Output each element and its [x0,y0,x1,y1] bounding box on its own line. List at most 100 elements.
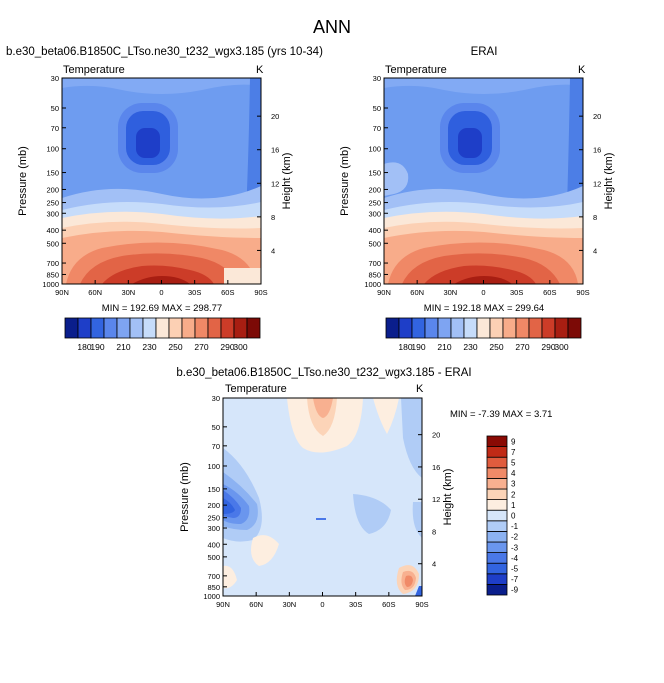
colorbar-swatch [207,317,222,339]
colorbar-swatch [541,317,556,339]
colorbar-swatch [194,317,209,339]
panel-model-x-ticks: 90N 60N 30N 0 30S 60S 90S [55,280,268,297]
colorbar-label: 180 [398,342,412,352]
panel-obs-units: K [578,64,586,76]
x-tick-label: 90N [55,288,69,297]
p-tick-label: 1000 [203,592,220,601]
panel-obs-title: ERAI [471,46,498,58]
h-tick-label: 8 [271,213,275,222]
p-tick-label: 850 [207,583,220,592]
panel-model: b.e30_beta06.B1850C_LTso.ne30_t232_wgx3.… [6,46,323,352]
colorbar-swatch [486,499,508,511]
colorbar-swatch [463,317,478,339]
colorbar-swatch [450,317,465,339]
colorbar-label: -5 [511,565,519,574]
p-tick-label: 200 [207,501,220,510]
colorbar-swatch [486,531,508,543]
p-tick-label: 500 [207,553,220,562]
x-tick-label: 0 [481,288,485,297]
x-tick-label: 0 [159,288,163,297]
colorbar-label: 4 [511,469,516,478]
colorbar-swatch [486,562,508,575]
colorbar-swatch [233,317,248,339]
colorbar-swatch [424,317,439,339]
panel-obs: ERAI Temperature K Pressure (mb) Height … [339,46,615,352]
h-tick-label: 16 [593,146,601,155]
panel-obs-field [383,77,584,285]
h-tick-label: 8 [593,213,597,222]
colorbar-label: 290 [541,342,555,352]
p-tick-label: 100 [207,462,220,471]
p-tick-label: 850 [368,270,381,279]
colorbar-swatch [486,488,508,501]
p-tick-label: 250 [46,199,59,208]
colorbar-label: -3 [511,543,519,552]
x-tick-label: 90N [216,600,230,609]
colorbar-label: -4 [511,554,519,563]
figure-title: ANN [313,17,351,37]
colorbar-swatch [528,317,543,339]
p-tick-label: 100 [46,145,59,154]
colorbar-label: -9 [511,586,519,595]
colorbar-label: 230 [142,342,156,352]
p-tick-label: 700 [46,259,59,268]
colorbar-label: 7 [511,448,516,457]
colorbar-label: 5 [511,459,516,468]
p-tick-label: 30 [51,74,59,83]
colorbar-swatch [515,317,530,339]
p-tick-label: 70 [212,442,220,451]
x-tick-label: 30S [188,288,201,297]
panel-obs-ylabel: Pressure (mb) [339,146,351,216]
colorbar-swatch [90,317,105,339]
panel-diff-stats: MIN = -7.39 MAX = 3.71 [450,409,552,420]
p-tick-label: 850 [46,270,59,279]
panel-obs-var-label: Temperature [385,64,447,76]
colorbar-swatch [486,541,508,554]
p-tick-label: 500 [368,239,381,248]
colorbar-swatch [168,317,183,339]
panel-diff-ylabel: Pressure (mb) [179,462,191,532]
panel-obs-x-ticks: 90N 60N 30N 0 30S 60S 90S [377,280,590,297]
colorbar-swatch [116,317,131,339]
p-tick-label: 50 [212,423,220,432]
colorbar-swatch [385,317,400,339]
h-tick-label: 12 [271,179,279,188]
colorbar-label: 1 [511,501,516,510]
colorbar-swatch [554,317,569,339]
p-tick-label: 150 [46,169,59,178]
colorbar-swatch [486,446,508,458]
h-tick-label: 12 [432,495,440,504]
h-tick-label: 20 [271,112,279,121]
colorbar-label: -1 [511,522,519,531]
h-tick-label: 12 [593,179,601,188]
colorbar-swatch [486,552,508,564]
colorbar-swatch [411,317,426,339]
colorbar-swatch [486,573,508,585]
colorbar-label: 9 [511,437,516,446]
p-tick-label: 70 [373,124,381,133]
panel-obs-h-ticks: 20 16 12 8 4 [579,112,601,255]
panel-model-units: K [256,64,264,76]
p-tick-label: 300 [207,524,220,533]
colorbar-label: 210 [116,342,130,352]
colorbar-label: 0 [511,512,516,521]
h-tick-label: 8 [432,527,436,536]
colorbar-label: 210 [437,342,451,352]
colorbar-swatch [398,317,413,339]
x-tick-label: 90N [377,288,391,297]
colorbar-swatch [64,317,79,339]
colorbar-swatch [476,317,491,339]
x-tick-label: 30N [282,600,296,609]
colorbar-swatch [486,456,508,469]
x-tick-label: 90S [415,600,428,609]
panel-model-ylabel-right: Height (km) [281,153,293,210]
x-tick-label: 30N [443,288,457,297]
colorbar-label: -2 [511,533,519,542]
panel-obs-ylabel-right: Height (km) [603,153,615,210]
colorbar-diff: -9 -7-5 -4 -3-2 -10 1 23 45 7 9 [486,435,519,596]
h-tick-label: 16 [432,463,440,472]
colorbar-label: 300 [554,342,568,352]
p-tick-label: 200 [46,185,59,194]
